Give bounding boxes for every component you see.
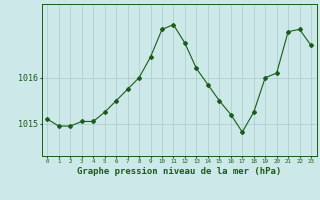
X-axis label: Graphe pression niveau de la mer (hPa): Graphe pression niveau de la mer (hPa) [77,167,281,176]
